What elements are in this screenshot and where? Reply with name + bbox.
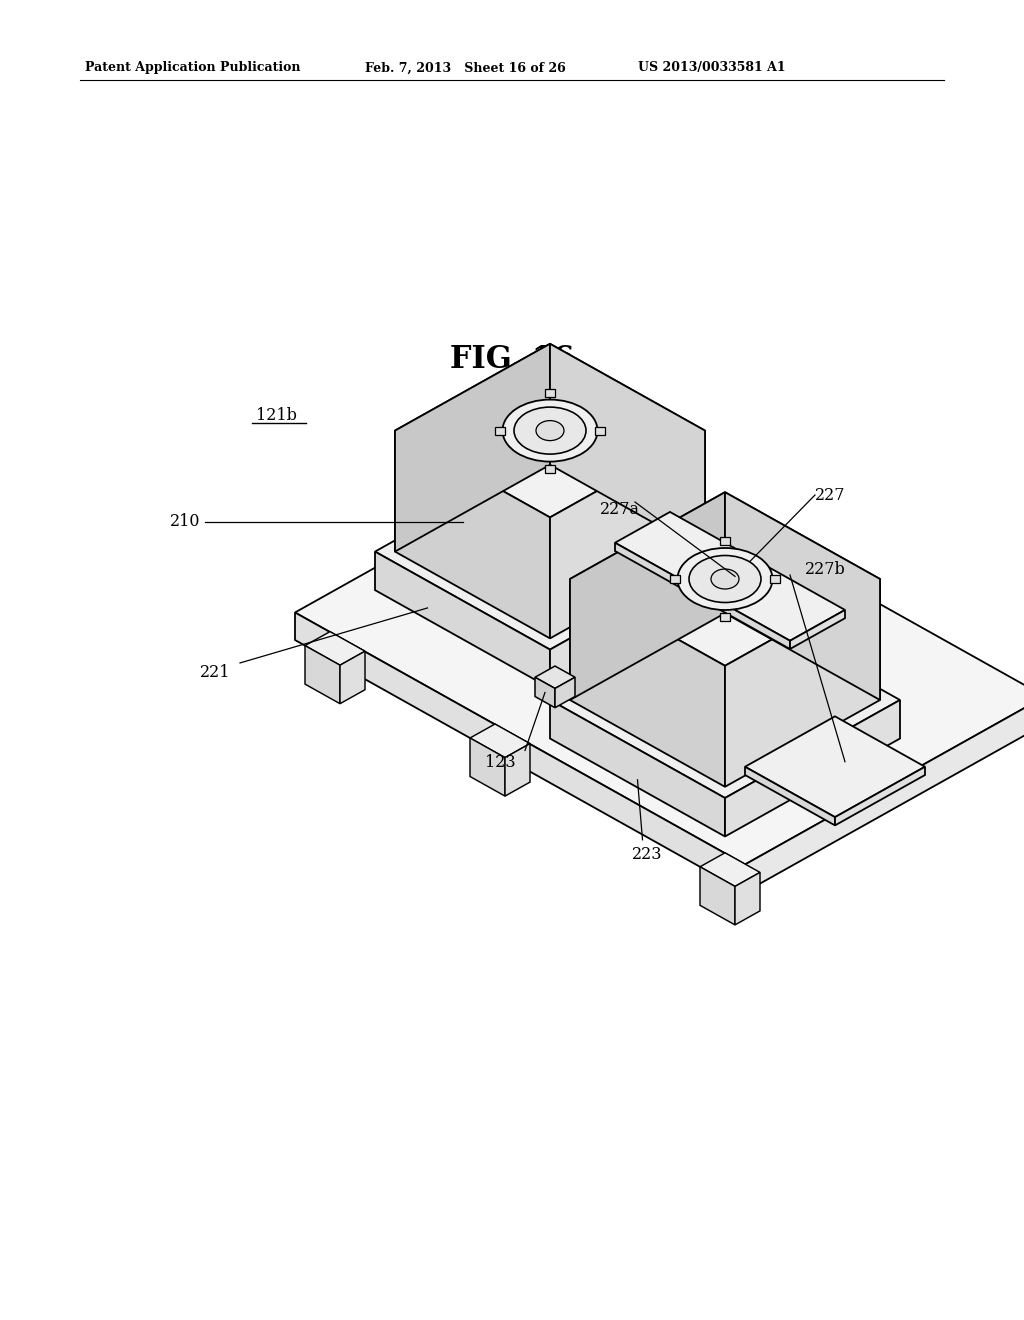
Polygon shape bbox=[505, 743, 530, 796]
Polygon shape bbox=[570, 492, 725, 700]
Polygon shape bbox=[295, 612, 745, 892]
Ellipse shape bbox=[503, 400, 597, 462]
Text: FIG. 16: FIG. 16 bbox=[450, 345, 574, 375]
Polygon shape bbox=[700, 853, 760, 887]
Polygon shape bbox=[550, 430, 705, 639]
Text: Feb. 7, 2013   Sheet 16 of 26: Feb. 7, 2013 Sheet 16 of 26 bbox=[365, 62, 565, 74]
Polygon shape bbox=[535, 667, 575, 689]
Polygon shape bbox=[700, 867, 735, 925]
Text: 227b: 227b bbox=[805, 561, 846, 578]
Polygon shape bbox=[745, 697, 1024, 892]
Ellipse shape bbox=[689, 556, 761, 602]
Polygon shape bbox=[470, 723, 530, 758]
Polygon shape bbox=[375, 454, 725, 649]
FancyBboxPatch shape bbox=[770, 576, 780, 583]
Polygon shape bbox=[580, 491, 615, 549]
Polygon shape bbox=[580, 478, 640, 511]
Polygon shape bbox=[570, 579, 725, 787]
Polygon shape bbox=[725, 492, 880, 700]
Polygon shape bbox=[395, 343, 550, 552]
Ellipse shape bbox=[711, 569, 739, 589]
Polygon shape bbox=[615, 512, 845, 640]
Text: Patent Application Publication: Patent Application Publication bbox=[85, 62, 300, 74]
Text: 123: 123 bbox=[484, 754, 515, 771]
Polygon shape bbox=[735, 873, 760, 925]
FancyBboxPatch shape bbox=[495, 426, 505, 434]
Polygon shape bbox=[745, 717, 925, 817]
Text: 221: 221 bbox=[200, 664, 230, 681]
Text: 121b: 121b bbox=[256, 407, 296, 424]
Polygon shape bbox=[340, 651, 365, 704]
Polygon shape bbox=[535, 677, 555, 708]
Text: US 2013/0033581 A1: US 2013/0033581 A1 bbox=[638, 62, 785, 74]
Polygon shape bbox=[835, 767, 925, 825]
Polygon shape bbox=[790, 610, 845, 649]
Polygon shape bbox=[555, 677, 575, 708]
Polygon shape bbox=[570, 492, 880, 665]
Text: 227a: 227a bbox=[600, 502, 640, 519]
Polygon shape bbox=[725, 579, 880, 787]
FancyBboxPatch shape bbox=[595, 426, 605, 434]
FancyBboxPatch shape bbox=[545, 465, 555, 473]
Polygon shape bbox=[395, 430, 550, 639]
Polygon shape bbox=[615, 498, 640, 549]
Polygon shape bbox=[615, 543, 790, 649]
Polygon shape bbox=[550, 343, 705, 552]
Polygon shape bbox=[725, 700, 900, 837]
FancyBboxPatch shape bbox=[545, 388, 555, 396]
FancyBboxPatch shape bbox=[720, 612, 730, 620]
Polygon shape bbox=[550, 602, 900, 799]
Polygon shape bbox=[295, 445, 1024, 865]
Text: 223: 223 bbox=[632, 846, 663, 863]
Polygon shape bbox=[550, 700, 725, 837]
Polygon shape bbox=[305, 645, 340, 704]
FancyBboxPatch shape bbox=[670, 576, 680, 583]
FancyBboxPatch shape bbox=[720, 537, 730, 545]
Polygon shape bbox=[470, 738, 505, 796]
Polygon shape bbox=[375, 552, 550, 688]
Polygon shape bbox=[395, 343, 705, 517]
Polygon shape bbox=[305, 631, 365, 665]
Ellipse shape bbox=[678, 548, 772, 610]
Text: 210: 210 bbox=[170, 513, 201, 531]
Text: 227: 227 bbox=[815, 487, 846, 503]
Ellipse shape bbox=[536, 421, 564, 441]
Polygon shape bbox=[745, 767, 835, 825]
Polygon shape bbox=[550, 552, 725, 688]
Ellipse shape bbox=[514, 407, 586, 454]
